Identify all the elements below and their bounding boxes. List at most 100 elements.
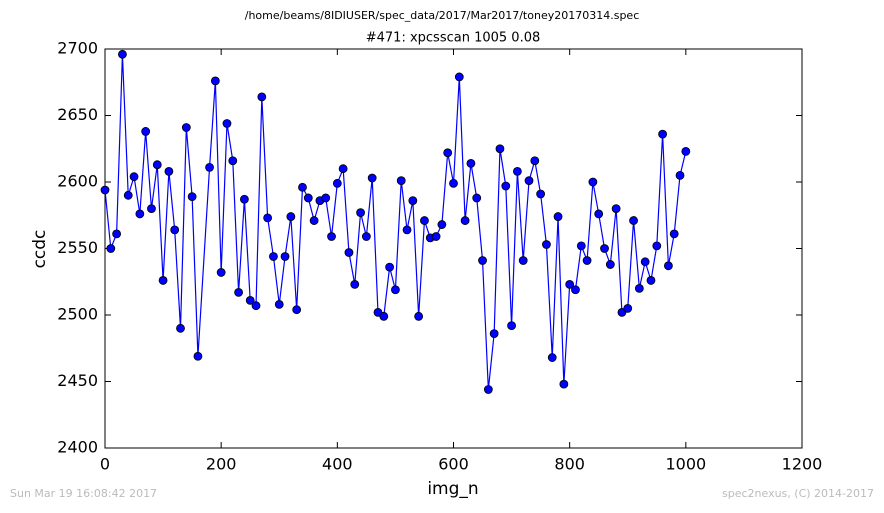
data-point (193, 351, 203, 361)
data-point (512, 166, 522, 176)
data-point (611, 204, 621, 214)
data-point (216, 268, 226, 277)
data-point (536, 189, 546, 199)
data-point (542, 240, 551, 249)
data-point (571, 285, 580, 295)
data-point (112, 229, 122, 239)
data-point (565, 280, 575, 289)
chart-subtitle: #471: xpcsscan 1005 0.08 (366, 31, 541, 46)
data-point (147, 204, 156, 214)
data-point (234, 287, 243, 297)
data-point (100, 185, 110, 195)
data-point (681, 147, 691, 156)
x-tick-label: 1200 (782, 455, 823, 474)
data-point (123, 190, 133, 200)
data-point (460, 216, 470, 225)
data-point (594, 209, 604, 219)
data-point (245, 295, 255, 305)
data-point (118, 49, 127, 59)
data-point (420, 216, 429, 225)
data-point (361, 232, 371, 241)
data-point (664, 261, 673, 271)
data-point (588, 177, 598, 187)
y-tick-label: 2600 (57, 172, 98, 191)
data-point (344, 248, 354, 257)
data-point (507, 321, 516, 331)
data-point (141, 127, 151, 136)
data-point (327, 232, 336, 241)
data-point (286, 212, 296, 221)
data-point (228, 156, 238, 166)
data-point (466, 158, 476, 168)
data-point (495, 144, 505, 154)
chart-title: /home/beams/8IDIUSER/spec_data/2017/Mar2… (245, 9, 640, 22)
data-point (321, 193, 331, 203)
data-point (205, 162, 214, 172)
data-point (524, 176, 534, 186)
y-tick-label: 2700 (57, 39, 98, 58)
data-point (582, 256, 592, 265)
data-point (530, 156, 540, 166)
y-tick-label: 2500 (57, 305, 98, 324)
x-axis-label: img_n (427, 479, 478, 499)
data-point (634, 283, 644, 293)
data-point (257, 92, 267, 102)
data-point (623, 303, 633, 313)
data-point (402, 225, 412, 235)
data-point (669, 229, 679, 239)
data-point (332, 178, 342, 188)
data-point (251, 301, 261, 311)
data-point (414, 311, 424, 321)
data-point (292, 305, 302, 315)
data-point (210, 76, 220, 86)
y-axis-label: ccdc (30, 230, 50, 269)
data-point (396, 176, 406, 186)
data-point (379, 311, 389, 321)
data-point (239, 194, 249, 204)
data-point (263, 213, 273, 223)
data-point (385, 262, 395, 272)
y-tick-label: 2650 (57, 105, 98, 124)
data-point (629, 216, 638, 225)
data-point (605, 260, 615, 269)
data-point (472, 193, 482, 203)
x-tick-label: 0 (100, 455, 110, 474)
footer-left: Sun Mar 19 16:08:42 2017 (10, 487, 157, 500)
data-point (600, 244, 609, 253)
data-point (675, 170, 685, 180)
data-point (449, 178, 458, 188)
y-tick-label: 2400 (57, 438, 98, 457)
data-point (478, 256, 487, 265)
data-point (164, 166, 174, 176)
x-tick-label: 400 (322, 455, 353, 474)
data-point (576, 241, 586, 251)
data-point (431, 232, 441, 241)
data-point (367, 173, 377, 183)
data-point (483, 385, 493, 394)
data-point (658, 129, 667, 139)
data-point (350, 280, 360, 289)
data-point (135, 209, 145, 219)
data-point (501, 181, 511, 191)
data-point (408, 196, 418, 206)
data-point (280, 252, 290, 261)
data-line (104, 54, 687, 390)
data-point (309, 216, 319, 225)
x-tick-label: 800 (554, 455, 585, 474)
data-point (640, 257, 650, 267)
y-tick-label: 2550 (57, 238, 98, 257)
footer-right: spec2nexus, (C) 2014-2017 (722, 487, 874, 500)
data-point (454, 72, 464, 82)
data-point (158, 276, 168, 285)
data-point (152, 160, 162, 170)
data-point (170, 225, 180, 235)
data-point (489, 329, 499, 339)
data-point (222, 119, 232, 128)
data-point (559, 379, 569, 389)
data-point (298, 182, 307, 192)
data-point (547, 353, 557, 362)
data-point (181, 123, 191, 132)
data-point (518, 256, 528, 265)
